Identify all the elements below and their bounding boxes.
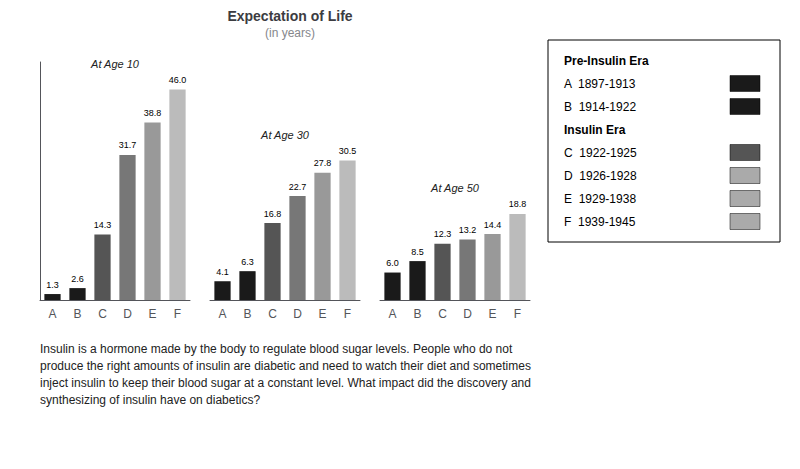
svg-text:F: F xyxy=(344,307,351,321)
svg-text:38.8: 38.8 xyxy=(144,108,162,118)
svg-text:C: C xyxy=(98,307,107,321)
svg-text:22.7: 22.7 xyxy=(289,182,307,192)
svg-text:Expectation of Life: Expectation of Life xyxy=(227,8,352,24)
svg-text:Pre-Insulin Era: Pre-Insulin Era xyxy=(564,54,649,68)
svg-text:14.3: 14.3 xyxy=(94,220,112,230)
svg-text:C 1922-1925: C 1922-1925 xyxy=(564,146,637,160)
svg-text:14.4: 14.4 xyxy=(484,220,502,230)
svg-text:Insulin is a hormone made by t: Insulin is a hormone made by the body to… xyxy=(40,342,513,356)
svg-text:A: A xyxy=(218,307,226,321)
svg-text:1.3: 1.3 xyxy=(46,280,59,290)
svg-text:E: E xyxy=(318,307,326,321)
svg-text:B: B xyxy=(413,307,421,321)
svg-text:8.5: 8.5 xyxy=(411,247,424,257)
svg-text:F: F xyxy=(174,307,181,321)
svg-text:31.7: 31.7 xyxy=(119,140,137,150)
svg-text:F: F xyxy=(514,307,521,321)
svg-text:At Age 50: At Age 50 xyxy=(430,182,480,194)
svg-text:inject insulin to keep their b: inject insulin to keep their blood sugar… xyxy=(40,376,531,390)
svg-text:synthesizing of insulin have o: synthesizing of insulin have on diabetic… xyxy=(40,393,260,407)
svg-text:Insulin Era: Insulin Era xyxy=(564,123,626,137)
svg-text:E: E xyxy=(148,307,156,321)
svg-text:A 1897-1913: A 1897-1913 xyxy=(564,77,636,91)
svg-text:B 1914-1922: B 1914-1922 xyxy=(564,100,636,114)
svg-text:30.5: 30.5 xyxy=(339,146,357,156)
svg-text:6.3: 6.3 xyxy=(241,257,254,267)
svg-text:2.6: 2.6 xyxy=(71,274,84,284)
svg-text:D: D xyxy=(123,307,132,321)
svg-text:E 1929-1938: E 1929-1938 xyxy=(564,192,636,206)
svg-text:27.8: 27.8 xyxy=(314,158,332,168)
svg-text:13.2: 13.2 xyxy=(459,225,477,235)
svg-text:C: C xyxy=(438,307,447,321)
svg-text:At Age 30: At Age 30 xyxy=(260,129,310,141)
svg-text:C: C xyxy=(268,307,277,321)
svg-text:B: B xyxy=(73,307,81,321)
svg-text:E: E xyxy=(488,307,496,321)
svg-text:D: D xyxy=(293,307,302,321)
svg-text:4.1: 4.1 xyxy=(216,267,229,277)
svg-text:(in years): (in years) xyxy=(265,26,315,40)
svg-text:D: D xyxy=(463,307,472,321)
svg-text:46.0: 46.0 xyxy=(169,75,187,85)
svg-text:16.8: 16.8 xyxy=(264,209,282,219)
svg-text:F 1939-1945: F 1939-1945 xyxy=(564,215,636,229)
svg-text:D 1926-1928: D 1926-1928 xyxy=(564,169,637,183)
svg-text:18.8: 18.8 xyxy=(509,199,527,209)
svg-text:B: B xyxy=(243,307,251,321)
svg-text:6.0: 6.0 xyxy=(386,258,399,268)
svg-text:A: A xyxy=(48,307,56,321)
svg-text:12.3: 12.3 xyxy=(434,229,452,239)
svg-text:At Age 10: At Age 10 xyxy=(90,58,140,70)
svg-text:produce the right amounts of i: produce the right amounts of insulin are… xyxy=(40,359,531,373)
svg-text:A: A xyxy=(388,307,396,321)
